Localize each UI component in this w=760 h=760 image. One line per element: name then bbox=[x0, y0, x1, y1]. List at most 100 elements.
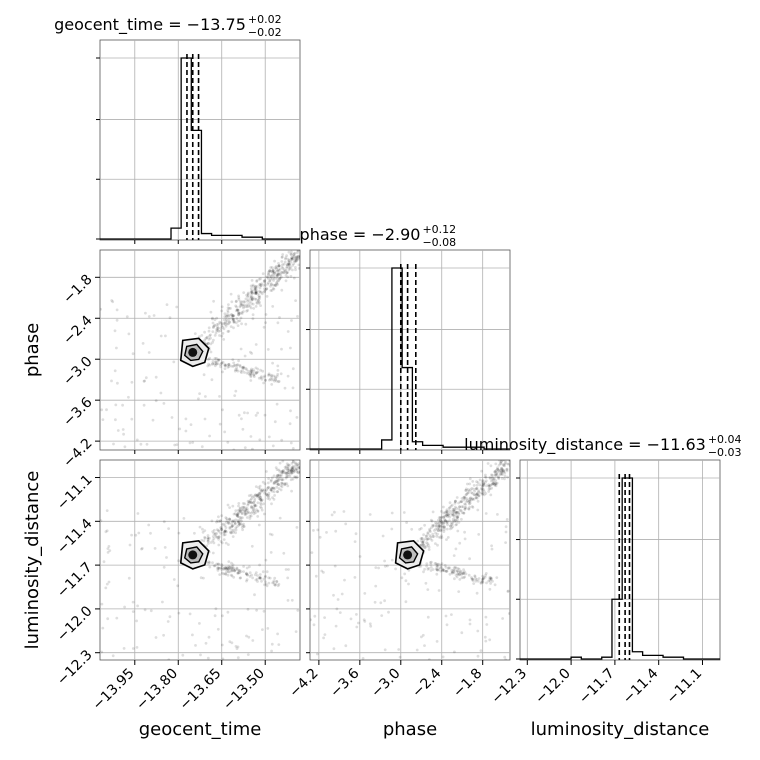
sample-point bbox=[445, 538, 448, 541]
sample-point bbox=[250, 369, 253, 373]
sample-point bbox=[489, 577, 493, 580]
sample-point bbox=[505, 468, 508, 471]
sample-point bbox=[477, 494, 481, 498]
sample-point bbox=[235, 513, 239, 517]
sample-point bbox=[291, 465, 295, 468]
sample-point bbox=[242, 570, 246, 573]
sample-point bbox=[247, 494, 251, 497]
sample-point bbox=[239, 370, 243, 373]
sample-point bbox=[227, 521, 231, 525]
sample-point bbox=[228, 321, 232, 324]
sample-point bbox=[235, 308, 239, 312]
sample-point bbox=[227, 363, 231, 367]
sample-point bbox=[455, 569, 459, 573]
sample-point bbox=[219, 519, 223, 523]
sample-point bbox=[297, 256, 300, 260]
sample-point bbox=[259, 284, 263, 288]
sample-point bbox=[423, 523, 426, 527]
sample-point bbox=[206, 536, 210, 540]
sample-point bbox=[270, 476, 274, 480]
sample-point bbox=[481, 580, 484, 583]
sample-point bbox=[451, 525, 455, 529]
sample-point bbox=[236, 308, 240, 312]
sample-point bbox=[224, 364, 227, 368]
sample-point bbox=[280, 478, 283, 481]
sample-point bbox=[499, 472, 503, 476]
sample-point bbox=[488, 484, 492, 487]
sample-point bbox=[272, 287, 276, 291]
sample-point bbox=[435, 522, 438, 525]
sample-point bbox=[254, 288, 258, 292]
sample-point bbox=[286, 475, 290, 478]
sample-point bbox=[482, 488, 485, 492]
sample-point bbox=[203, 535, 207, 539]
sample-point bbox=[493, 583, 497, 587]
sample-point bbox=[316, 528, 320, 532]
sample-point bbox=[455, 515, 459, 519]
sample-point bbox=[460, 573, 464, 576]
sample-point bbox=[265, 570, 269, 574]
sample-point bbox=[218, 573, 222, 576]
sample-point bbox=[245, 508, 249, 512]
sample-point bbox=[462, 576, 466, 580]
sample-point bbox=[379, 601, 383, 605]
sample-point bbox=[240, 519, 243, 523]
sample-point bbox=[258, 438, 262, 442]
sample-point bbox=[425, 564, 428, 568]
sample-point bbox=[137, 531, 141, 535]
sample-point bbox=[463, 530, 466, 534]
sample-point bbox=[254, 290, 258, 294]
sample-point bbox=[206, 364, 210, 368]
sample-point bbox=[273, 270, 276, 274]
sample-point bbox=[218, 422, 222, 426]
sample-point bbox=[210, 519, 214, 523]
y-axis-label: luminosity_distance bbox=[22, 471, 43, 650]
sample-point bbox=[437, 589, 441, 592]
sample-point bbox=[273, 283, 277, 287]
sample-point bbox=[487, 579, 490, 583]
sample-point bbox=[441, 526, 445, 529]
sample-point bbox=[246, 510, 250, 514]
sample-point bbox=[236, 324, 240, 327]
sample-point bbox=[237, 294, 241, 298]
sample-point bbox=[447, 514, 451, 517]
sample-point bbox=[471, 497, 474, 501]
sample-point bbox=[245, 578, 249, 581]
sample-point bbox=[264, 492, 268, 496]
sample-point bbox=[270, 266, 274, 269]
sample-point bbox=[480, 481, 484, 485]
sample-point bbox=[292, 252, 296, 256]
sample-point bbox=[216, 359, 220, 362]
sample-point bbox=[177, 611, 181, 615]
sample-point bbox=[454, 499, 457, 503]
sample-point bbox=[213, 532, 217, 535]
x-axis-luminosity_distance: −12.3 −12.0 −11.7 −11.4 −11.1luminosity_dist… bbox=[488, 660, 709, 740]
sample-point bbox=[285, 471, 289, 475]
sample-point bbox=[290, 453, 293, 456]
sample-point bbox=[246, 503, 250, 507]
sample-point bbox=[496, 467, 500, 471]
sample-point bbox=[223, 529, 227, 533]
sample-point bbox=[454, 566, 458, 570]
sample-point bbox=[251, 313, 255, 317]
sample-point bbox=[450, 523, 454, 527]
sample-point bbox=[291, 460, 295, 464]
sample-point bbox=[267, 281, 270, 285]
sample-point bbox=[294, 462, 297, 466]
sample-point bbox=[420, 635, 423, 639]
sample-point bbox=[495, 481, 499, 485]
sample-point bbox=[495, 472, 499, 476]
tick-label: −11.1 bbox=[54, 472, 96, 514]
sample-point bbox=[467, 500, 471, 504]
sample-point bbox=[454, 519, 457, 522]
tick-label: −2.4 bbox=[409, 665, 444, 700]
sample-point bbox=[287, 259, 291, 263]
sample-point bbox=[289, 471, 293, 475]
sample-point bbox=[295, 259, 299, 262]
sample-point bbox=[437, 526, 441, 530]
sample-point bbox=[312, 623, 316, 627]
sample-point bbox=[258, 289, 261, 293]
sample-point bbox=[230, 524, 234, 528]
sample-point bbox=[280, 471, 283, 475]
sample-point bbox=[467, 489, 471, 493]
